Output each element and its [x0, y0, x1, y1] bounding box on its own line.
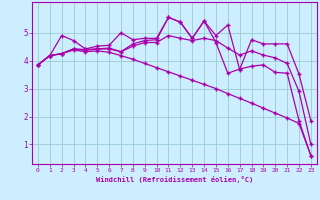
X-axis label: Windchill (Refroidissement éolien,°C): Windchill (Refroidissement éolien,°C)	[96, 176, 253, 183]
